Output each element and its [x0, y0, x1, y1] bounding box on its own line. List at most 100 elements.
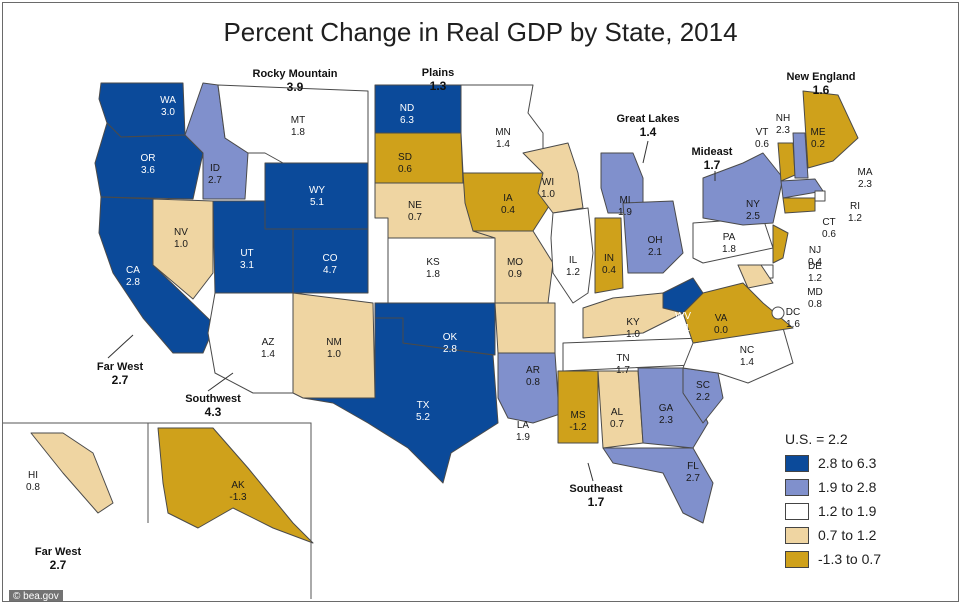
state-label-pa: PA	[723, 232, 736, 243]
state-label-md: MD	[807, 287, 823, 298]
legend-item: 0.7 to 1.2	[785, 523, 881, 547]
state-label-sc: SC	[696, 380, 710, 391]
state-label-nd: ND	[400, 103, 414, 114]
state-label-co: CO	[323, 253, 338, 264]
state-shape-ks	[387, 237, 496, 304]
state-shape-ny	[702, 152, 784, 226]
state-value-sd: 0.6	[398, 164, 412, 175]
state-value-mi: 1.9	[618, 207, 632, 218]
state-label-mi: MI	[619, 195, 630, 206]
state-value-or: 3.6	[141, 165, 155, 176]
state-shape-ak	[157, 427, 314, 544]
state-label-or: OR	[141, 153, 156, 164]
state-value-ca: 2.8	[126, 277, 140, 288]
state-label-me: ME	[811, 127, 826, 138]
state-label-va: VA	[715, 313, 728, 324]
state-shape-wy	[264, 162, 369, 230]
state-label-ia: IA	[503, 193, 513, 204]
state-value-vt: 0.6	[755, 139, 769, 150]
state-value-oh: 2.1	[648, 247, 662, 258]
state-value-ne: 0.7	[408, 212, 422, 223]
legend-label: 1.9 to 2.8	[818, 479, 877, 495]
state-label-sd: SD	[398, 152, 412, 163]
region-southeast: Southeast 1.7	[569, 483, 623, 509]
state-label-fl: FL	[687, 461, 699, 472]
state-label-vt: VT	[756, 127, 769, 138]
region-leader-line	[107, 334, 134, 359]
state-label-ms: MS	[571, 410, 586, 421]
legend-label: 1.2 to 1.9	[818, 503, 877, 519]
source-credit: © bea.gov	[9, 590, 63, 601]
map-legend: U.S. = 2.2 2.8 to 6.3 1.9 to 2.8 1.2 to …	[785, 431, 881, 571]
state-label-de: DE	[808, 261, 822, 272]
legend-item: 1.2 to 1.9	[785, 499, 881, 523]
state-value-ak: -1.3	[229, 492, 247, 503]
state-label-az: AZ	[262, 337, 275, 348]
state-label-nm: NM	[326, 337, 342, 348]
state-value-ks: 1.8	[426, 269, 440, 280]
state-shape-ar	[494, 302, 556, 359]
state-label-id: ID	[210, 163, 220, 174]
state-label-ok: OK	[443, 332, 458, 343]
region-far-west: Far West 2.7	[96, 361, 144, 387]
state-value-pa: 1.8	[722, 244, 736, 255]
state-label-wy: WY	[309, 185, 325, 196]
state-label-ny: NY	[746, 199, 760, 210]
state-value-ri: 1.2	[848, 213, 862, 224]
state-value-mt: 1.8	[291, 127, 305, 138]
legend-item: 2.8 to 6.3	[785, 451, 881, 475]
state-label-ri: RI	[850, 201, 860, 212]
state-value-id: 2.7	[208, 175, 222, 186]
state-shape-fl	[602, 447, 714, 524]
legend-swatch	[785, 454, 809, 472]
state-label-ut: UT	[240, 248, 253, 259]
legend-item: -1.3 to 0.7	[785, 547, 881, 571]
region-leader-line	[207, 372, 234, 392]
state-value-hi: 0.8	[26, 482, 40, 493]
legend-label: -1.3 to 0.7	[818, 551, 882, 567]
legend-label: 0.7 to 1.2	[818, 527, 877, 543]
state-value-ma: 2.3	[858, 179, 872, 190]
state-shape-sd	[374, 132, 464, 184]
state-label-ma: MA	[858, 167, 873, 178]
state-label-ky: KY	[626, 317, 640, 328]
legend-title: U.S. = 2.2	[785, 431, 848, 447]
state-value-va: 0.0	[714, 325, 728, 336]
state-shape-nv	[152, 198, 214, 300]
state-label-nc: NC	[740, 345, 754, 356]
state-shape-az	[207, 292, 294, 394]
state-label-ca: CA	[126, 265, 140, 276]
state-value-wv: 5.1	[676, 323, 690, 334]
legend-item: 1.9 to 2.8	[785, 475, 881, 499]
state-shape-tn	[562, 337, 704, 372]
state-label-mn: MN	[495, 127, 511, 138]
state-label-ct: CT	[822, 217, 835, 228]
state-label-nj: NJ	[809, 245, 821, 256]
state-value-ut: 3.1	[240, 260, 254, 271]
state-label-ne: NE	[408, 200, 422, 211]
legend-swatch	[785, 478, 809, 496]
state-value-wi: 1.0	[541, 189, 555, 200]
state-shape-vt	[777, 142, 796, 182]
state-value-nj: 0.4	[808, 257, 822, 268]
state-value-dc: 1.6	[786, 319, 800, 330]
state-label-hi: HI	[28, 470, 38, 481]
state-label-wv: WV	[675, 311, 691, 322]
state-shape-il	[550, 207, 594, 304]
state-label-nh: NH	[776, 113, 790, 124]
state-value-ok: 2.8	[443, 344, 457, 355]
state-shape-nh	[792, 132, 809, 179]
state-label-ak: AK	[231, 480, 245, 491]
state-label-ga: GA	[659, 403, 674, 414]
state-shape-hi	[30, 432, 114, 514]
region-leader-line	[587, 462, 594, 482]
state-label-al: AL	[611, 407, 624, 418]
state-label-wi: WI	[542, 177, 554, 188]
region-leader-line	[642, 140, 649, 164]
state-label-nv: NV	[174, 227, 188, 238]
state-shape-dc	[771, 306, 785, 320]
state-value-tx: 5.2	[416, 412, 430, 423]
region-southwest: Southwest 4.3	[185, 393, 241, 419]
state-shape-co	[292, 228, 369, 294]
